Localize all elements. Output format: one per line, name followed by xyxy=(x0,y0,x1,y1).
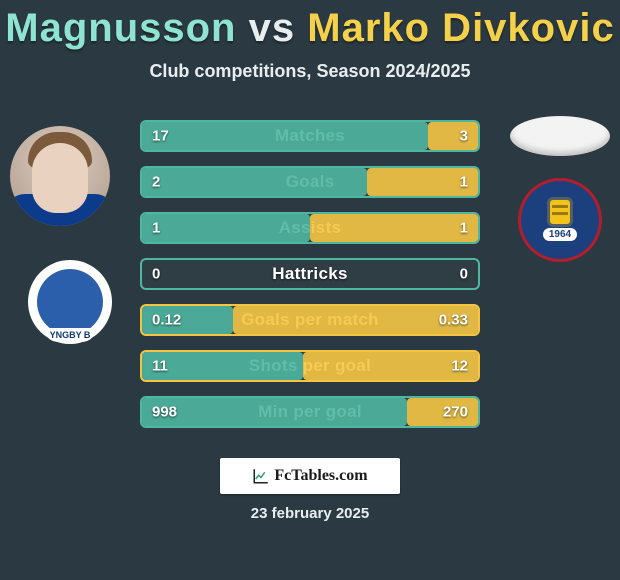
stat-row: 0 0 Hattricks xyxy=(140,258,480,290)
stat-value-right: 1 xyxy=(460,174,468,191)
stat-fill-right xyxy=(310,214,478,242)
stat-value-right: 0.33 xyxy=(439,312,468,329)
footer-logo[interactable]: FcTables.com xyxy=(220,458,400,494)
footer-date: 23 february 2025 xyxy=(0,505,620,522)
stat-value-left: 1 xyxy=(152,220,160,237)
chart-icon xyxy=(252,467,270,485)
club-badge-left: YNGBY B xyxy=(28,260,112,344)
stat-row: 11Assists xyxy=(140,212,480,244)
stat-fill-right xyxy=(428,122,478,150)
player-right-avatar xyxy=(510,116,610,156)
stat-row: 21Goals xyxy=(140,166,480,198)
stat-value-left: 11 xyxy=(152,358,168,375)
stat-row: 1112Shots per goal xyxy=(140,350,480,382)
stat-row: 0.120.33Goals per match xyxy=(140,304,480,336)
stat-label: Hattricks xyxy=(272,264,347,284)
stat-value-left: 0.12 xyxy=(152,312,181,329)
stat-value-left: 998 xyxy=(152,404,177,421)
footer-logo-text: FcTables.com xyxy=(274,467,367,485)
club-badge-right: 1964 xyxy=(518,178,602,262)
club-badge-right-year: 1964 xyxy=(543,228,577,241)
club-badge-left-text: YNGBY B xyxy=(44,328,97,342)
stat-value-right: 0 xyxy=(460,266,468,283)
stat-row: 173Matches xyxy=(140,120,480,152)
stat-rows: 173Matches21Goals11Assists00Hattricks0.1… xyxy=(140,120,480,442)
stat-fill-left xyxy=(142,122,428,150)
stat-value-left: 0 xyxy=(152,266,160,283)
stat-value-right: 12 xyxy=(451,358,468,375)
stat-value-right: 3 xyxy=(460,128,468,145)
subtitle: Club competitions, Season 2024/2025 xyxy=(0,61,620,82)
stat-value-right: 1 xyxy=(460,220,468,237)
stat-fill-left xyxy=(142,168,367,196)
stat-value-left: 2 xyxy=(152,174,160,191)
title-right: Marko Divkovic xyxy=(307,6,614,50)
stat-value-left: 17 xyxy=(152,128,169,145)
page-title: Magnusson vs Marko Divkovic xyxy=(0,0,620,51)
tower-icon xyxy=(550,200,570,224)
title-left: Magnusson xyxy=(5,6,236,50)
stat-value-right: 270 xyxy=(443,404,468,421)
stat-row: 998270Min per goal xyxy=(140,396,480,428)
stat-fill-left xyxy=(142,214,310,242)
title-vs: vs xyxy=(249,6,296,50)
stat-fill-left xyxy=(142,398,407,426)
player-left-avatar xyxy=(10,126,110,226)
